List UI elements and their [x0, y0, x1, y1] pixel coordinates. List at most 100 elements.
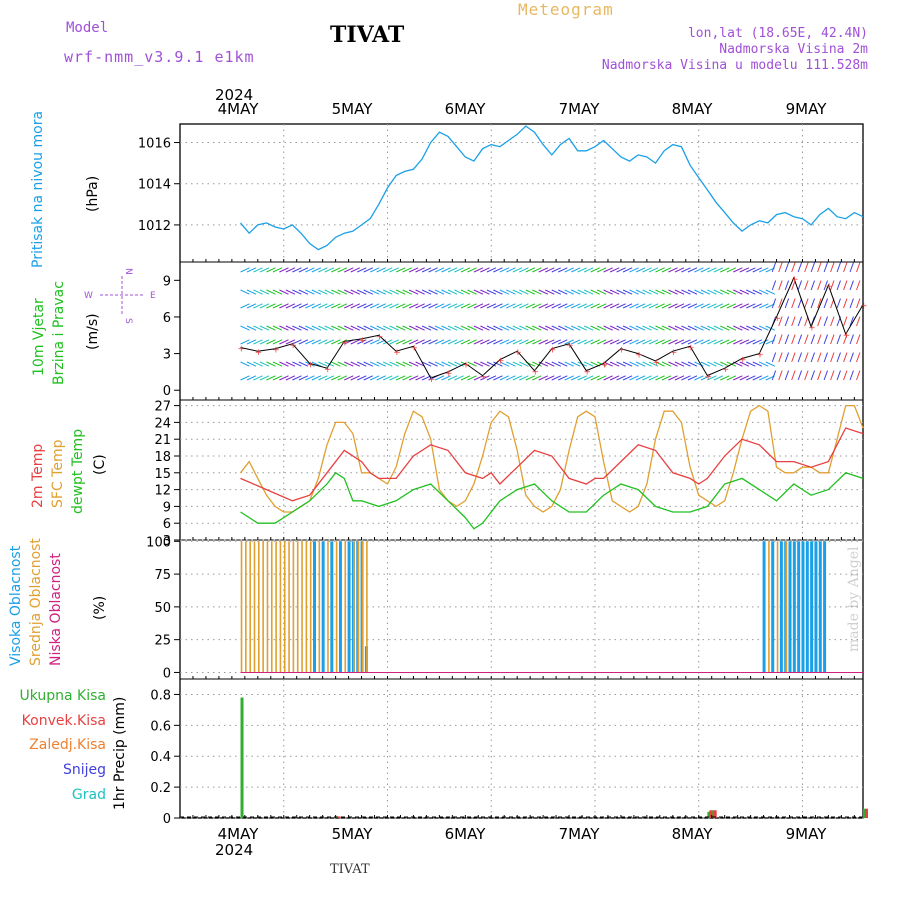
wind-barb — [363, 375, 373, 381]
wind-barb — [823, 298, 828, 309]
wind-barb — [545, 289, 555, 295]
wind-barb — [564, 289, 575, 295]
wind-speed-marker: + — [583, 368, 591, 378]
wind-speed-marker: + — [549, 346, 557, 356]
wind-barb — [292, 375, 302, 381]
wind-barb — [609, 339, 620, 345]
wind-barb — [720, 267, 730, 273]
wind-barb — [538, 303, 549, 309]
wind-barb — [473, 325, 484, 331]
wind-barb — [558, 325, 568, 331]
sfc-temp-label: SFC Temp — [50, 439, 66, 508]
wind-barb — [804, 352, 809, 363]
wind-barb — [720, 325, 730, 331]
wind-barb — [285, 361, 296, 367]
wind-barb — [856, 298, 861, 309]
wind-barb — [674, 289, 685, 295]
wind-barb — [434, 325, 445, 331]
wind-barb — [344, 289, 354, 295]
wind-barb — [558, 375, 568, 381]
wind-barb — [311, 289, 322, 295]
wind-barb — [545, 339, 555, 345]
wind-barb — [369, 267, 380, 273]
wind-barb — [583, 325, 594, 331]
wind-barb — [499, 375, 510, 381]
wind-barb — [642, 303, 652, 309]
wind-barb — [512, 325, 523, 331]
wind-barb — [395, 267, 406, 273]
wind-barb — [292, 339, 302, 345]
wind-barb — [525, 375, 536, 381]
wind-barb — [305, 267, 315, 273]
wind-barb — [817, 262, 822, 273]
wind-barb — [720, 375, 730, 381]
total-precip-label: Ukupna Kisa — [19, 688, 106, 704]
wind-barb — [655, 339, 665, 345]
mid-cloud-bar — [335, 541, 338, 673]
wind-barb — [363, 361, 373, 367]
wind-barb — [778, 370, 783, 381]
wind-barb — [337, 361, 348, 367]
wind-barb — [311, 267, 322, 273]
wind-barb — [713, 361, 724, 367]
wind-barb — [272, 289, 283, 295]
wind-barb — [843, 334, 848, 345]
wind-barb — [253, 303, 263, 309]
wind-barb — [564, 361, 575, 367]
wind-barb — [739, 325, 750, 331]
wind-barb — [246, 267, 257, 273]
wind-barb — [622, 289, 633, 295]
high-cloud-bar — [805, 541, 809, 673]
wind-barb — [506, 339, 516, 345]
wind-barb — [804, 334, 809, 345]
wind-barb — [298, 339, 309, 345]
wind-barb — [460, 325, 471, 331]
wind-barb — [415, 361, 425, 367]
day-label-bottom: 8MAY — [672, 825, 714, 843]
wind-barb — [344, 325, 354, 331]
wind-barb — [797, 298, 803, 309]
y-tick-label: 50 — [154, 601, 171, 616]
snow-label: Snijeg — [63, 762, 106, 778]
wind-barb — [460, 267, 471, 273]
wind-barb — [583, 303, 594, 309]
wind-barb — [441, 361, 451, 367]
wind-speed-marker: + — [843, 331, 851, 341]
wind-barb — [849, 262, 854, 273]
wind-speed-marker: + — [670, 348, 678, 358]
wind-barb — [363, 303, 373, 309]
wind-barb — [369, 375, 380, 381]
wind-barb — [480, 375, 490, 381]
year-label-top: 2024 — [215, 86, 253, 104]
wind-barb — [830, 352, 835, 363]
wind-barb — [577, 339, 587, 345]
wind-barb — [415, 267, 425, 273]
wind-barb — [694, 289, 704, 295]
mid-cloud-bar — [318, 541, 321, 673]
wind-barb — [532, 375, 542, 381]
wind-barb — [797, 352, 803, 363]
wind-barb — [551, 303, 562, 309]
wind-barb — [337, 303, 348, 309]
wind-barb — [551, 339, 562, 345]
wind-barb — [259, 267, 270, 273]
wind-barb — [778, 262, 783, 273]
wind-barb — [318, 267, 328, 273]
compass-rose: W E N S — [84, 268, 156, 324]
wind-barb — [635, 303, 646, 309]
wind-barb — [733, 303, 743, 309]
wind-barb — [739, 375, 750, 381]
wind-barb — [707, 267, 717, 273]
wind-barb — [493, 325, 503, 331]
wind-barb — [512, 289, 523, 295]
wind-barb — [246, 325, 257, 331]
wind-barb — [480, 339, 490, 345]
wind-barb — [577, 375, 587, 381]
wind-barb — [272, 339, 283, 345]
wind-barb — [804, 298, 809, 309]
wind-barb — [810, 262, 816, 273]
wind-barb — [382, 267, 393, 273]
station-title: TIVAT — [330, 22, 405, 48]
wind-barb — [590, 339, 600, 345]
